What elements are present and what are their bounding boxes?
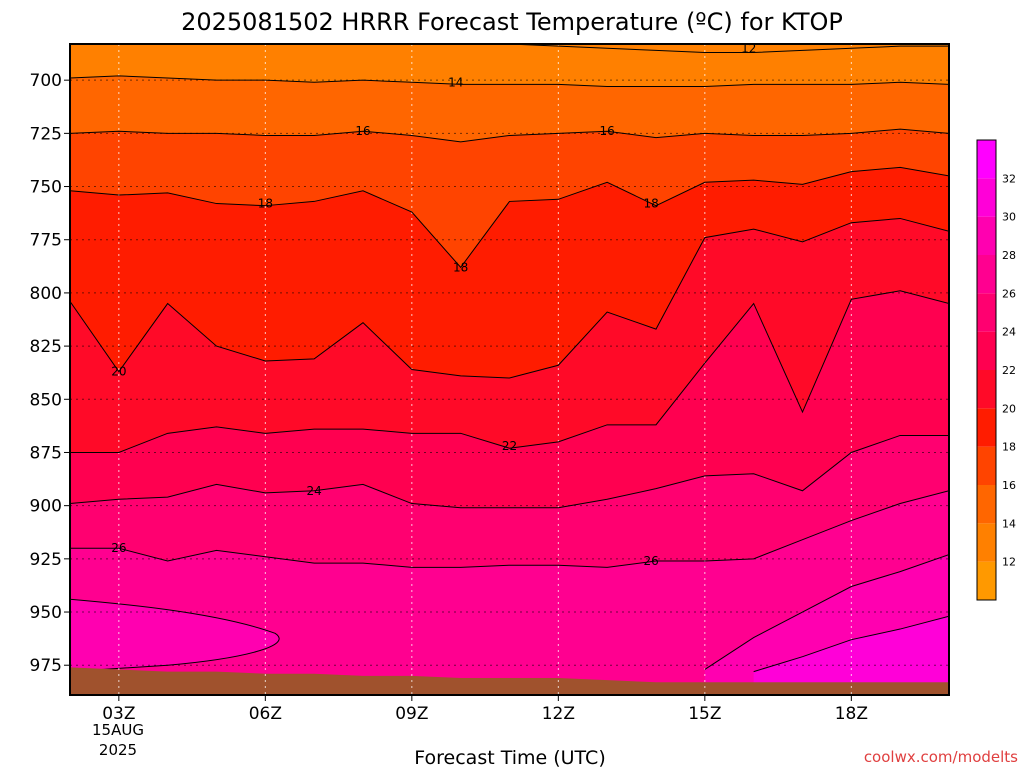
contour-label: 14 [448,75,463,89]
x-tick-label: 18Z [835,704,868,724]
y-tick-label: 750 [30,178,62,198]
colorbar-label: 28 [1002,249,1016,262]
colorbar-label: 24 [1002,326,1016,339]
y-tick-label: 775 [30,231,62,251]
contour-line-28 [704,554,949,670]
contour-label: 24 [307,484,322,498]
plot-frame [69,43,950,696]
x-tick-label: 09Z [395,704,428,724]
y-tick-label: 850 [30,390,62,410]
contour-line-layer [70,44,949,673]
colorbar-label: 12 [1002,556,1016,569]
contour-line-26 [70,490,949,568]
contour-line-24 [70,434,949,509]
contour-line-22 [70,290,949,453]
x-tick-label: 15Z [688,704,721,724]
chart-title: 2025081502 HRRR Forecast Temperature (ºC… [181,8,843,36]
contour-line-16 [70,128,949,143]
x-tick-label: 03Z [102,704,135,724]
contour-line-12 [509,44,949,54]
contour-label: 18 [258,197,273,211]
contour-line-30 [753,615,949,673]
contour-fill-layer [70,44,949,695]
contour-label: 20 [111,365,126,379]
y-tick-label: 725 [30,124,62,144]
colorbar-frame [976,139,997,601]
y-tick-label: 825 [30,337,62,357]
colorbar-label: 18 [1002,441,1016,454]
colorbar-label: 20 [1002,402,1016,415]
y-tick-label: 875 [30,443,62,463]
colorbar-label: 30 [1002,211,1016,224]
y-tick-label: 800 [30,284,62,304]
x-tick-label: 12Z [542,704,575,724]
colorbar-swatch [977,255,996,294]
colorbar-label: 14 [1002,517,1016,530]
y-tick-label: 900 [30,497,62,517]
contour-line-14 [70,75,949,88]
colorbar-swatch [977,331,996,370]
colorbar-swatch [977,140,996,179]
colorbar-swatch [977,561,996,600]
contour-label: 16 [355,124,370,138]
colorbar: 12 14 16 18 20 22 24 26 28 30 32 [976,139,1016,601]
colorbar-swatch [977,408,996,447]
contour-label: 26 [111,541,126,555]
colorbar-swatch [977,485,996,524]
ground-layer [70,667,949,695]
colorbar-swatch [977,523,996,562]
band-fill-above-30 [753,616,949,695]
contour-line-18 [70,166,949,269]
colorbar-label: 26 [1002,287,1016,300]
date-label-day: 15AUG [92,721,144,739]
colorbar-swatch [977,216,996,255]
colorbar-swatch [977,370,996,409]
band-fill-above-26 [70,490,949,695]
contour-label: 22 [502,439,517,453]
y-axis: 700 725 750 775 800 825 850 875 900 925 950 975 [30,71,70,676]
contour-label: 18 [453,260,468,274]
x-axis: 03Z 06Z 09Z 12Z 15Z 18Z [102,695,868,724]
ground-terrain [70,667,949,695]
y-tick-label: 975 [30,656,62,676]
contour-label: 18 [643,197,658,211]
x-axis-label: Forecast Time (UTC) [414,747,605,768]
colorbar-label: 32 [1002,172,1016,185]
colorbar-swatch [977,178,996,217]
colorbar-swatch [977,293,996,332]
colorbar-label: 22 [1002,364,1016,377]
contour-label: 26 [643,554,658,568]
y-tick-label: 700 [30,71,62,91]
credit-link[interactable]: coolwx.com/modelts [864,748,1018,766]
x-tick-label: 06Z [249,704,282,724]
band-fill-28-pocket [70,598,280,673]
y-tick-label: 950 [30,603,62,623]
date-label-year: 2025 [99,741,137,759]
colorbar-swatch [977,446,996,485]
colorbar-label: 16 [1002,479,1016,492]
contour-label: 16 [600,124,615,138]
grid-layer [70,44,949,695]
y-tick-label: 925 [30,550,62,570]
contour-line-20 [70,217,949,379]
